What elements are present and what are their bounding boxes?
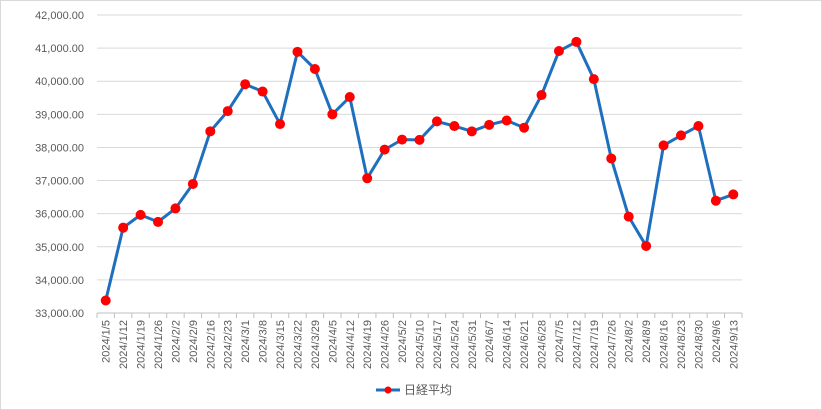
data-point xyxy=(275,119,286,130)
y-tick-label: 38,000.00 xyxy=(35,142,84,154)
x-tick-label: 2024/8/30 xyxy=(693,320,705,369)
y-tick-label: 36,000.00 xyxy=(35,209,84,221)
x-tick-label: 2024/5/2 xyxy=(397,320,409,363)
x-tick-label: 2024/5/24 xyxy=(449,320,461,369)
data-point xyxy=(205,126,216,137)
gridlines xyxy=(97,14,742,314)
legend-label: 日経平均 xyxy=(404,383,452,397)
data-point xyxy=(553,46,564,57)
data-point xyxy=(257,86,268,97)
data-point xyxy=(431,116,442,127)
legend: 日経平均 xyxy=(376,383,452,397)
data-point xyxy=(292,46,303,57)
data-point xyxy=(449,121,460,132)
data-point xyxy=(397,134,408,145)
x-tick-label: 2024/7/19 xyxy=(589,320,601,369)
data-point xyxy=(362,173,373,184)
data-point xyxy=(187,178,198,189)
x-tick-label: 2024/7/5 xyxy=(554,320,566,363)
data-point xyxy=(484,119,495,130)
series-nikkei xyxy=(100,36,739,306)
data-point xyxy=(466,126,477,137)
x-tick-label: 2024/2/2 xyxy=(170,320,182,363)
data-point xyxy=(414,134,425,145)
x-tick-label: 2024/3/15 xyxy=(275,320,287,369)
x-tick-label: 2024/8/23 xyxy=(676,320,688,369)
data-point xyxy=(728,189,739,200)
legend-marker-swatch xyxy=(384,386,392,394)
data-point xyxy=(606,153,617,164)
x-tick-label: 2024/3/29 xyxy=(310,320,322,369)
x-tick-label: 2024/3/8 xyxy=(258,320,270,363)
data-point xyxy=(641,240,652,251)
x-tick-label: 2024/1/12 xyxy=(118,320,130,369)
y-tick-label: 37,000.00 xyxy=(35,176,84,188)
x-tick-label: 2024/9/6 xyxy=(711,320,723,363)
data-point xyxy=(327,109,338,120)
x-tick-label: 2024/7/26 xyxy=(606,320,618,369)
x-tick-label: 2024/6/28 xyxy=(537,320,549,369)
y-tick-label: 35,000.00 xyxy=(35,242,84,254)
data-point xyxy=(170,203,181,214)
x-tick-label: 2024/4/12 xyxy=(345,320,357,369)
data-point xyxy=(118,222,129,233)
x-tick-label: 2024/5/10 xyxy=(415,320,427,369)
y-tick-label: 39,000.00 xyxy=(35,109,84,121)
y-tick-label: 33,000.00 xyxy=(35,308,84,320)
x-tick-label: 2024/8/16 xyxy=(659,320,671,369)
y-tick-label: 34,000.00 xyxy=(35,275,84,287)
x-tick-label: 2024/6/21 xyxy=(519,320,531,369)
data-point xyxy=(240,79,251,90)
x-tick-label: 2024/1/19 xyxy=(136,320,148,369)
x-axis xyxy=(96,312,743,318)
x-axis-tick-labels: 2024/1/5 2024/1/12 2024/1/19 2024/1/26 2024/… xyxy=(101,320,741,369)
x-tick-label: 2024/9/13 xyxy=(728,320,740,369)
data-point xyxy=(153,216,164,227)
x-tick-label: 2024/4/26 xyxy=(380,320,392,369)
x-tick-label: 2024/5/17 xyxy=(432,320,444,369)
data-point xyxy=(501,115,512,126)
x-tick-label: 2024/7/12 xyxy=(571,320,583,369)
data-point xyxy=(693,121,704,132)
x-tick-label: 2024/4/19 xyxy=(362,320,374,369)
data-point xyxy=(588,74,599,85)
x-tick-label: 2024/2/23 xyxy=(223,320,235,369)
data-point xyxy=(100,295,111,306)
data-point xyxy=(675,130,686,141)
data-point xyxy=(658,140,669,151)
y-tick-label: 41,000.00 xyxy=(35,43,84,55)
data-point xyxy=(379,144,390,155)
x-tick-label: 2024/5/31 xyxy=(467,320,479,369)
y-tick-label: 42,000.00 xyxy=(35,10,84,22)
x-tick-label: 2024/2/9 xyxy=(188,320,200,363)
data-point xyxy=(519,122,530,133)
data-point xyxy=(344,92,355,103)
data-point xyxy=(222,106,233,117)
x-tick-label: 2024/4/5 xyxy=(327,320,339,363)
x-tick-label: 2024/2/16 xyxy=(205,320,217,369)
data-point xyxy=(571,36,582,47)
x-tick-label: 2024/3/1 xyxy=(240,320,252,363)
x-tick-label: 2024/6/7 xyxy=(484,320,496,363)
x-tick-label: 2024/6/14 xyxy=(502,320,514,369)
x-tick-label: 2024/8/2 xyxy=(624,320,636,363)
data-point xyxy=(623,211,634,222)
x-tick-label: 2024/1/5 xyxy=(101,320,113,363)
y-axis-tick-labels: 33,000.00 34,000.00 35,000.00 36,000.00 37,0… xyxy=(35,10,84,320)
x-tick-label: 2024/3/22 xyxy=(292,320,304,369)
data-point xyxy=(135,209,146,220)
series-line xyxy=(104,40,734,301)
x-tick-label: 2024/8/9 xyxy=(641,320,653,363)
x-tick-label: 2024/1/26 xyxy=(153,320,165,369)
data-point xyxy=(309,64,320,75)
data-point xyxy=(536,90,547,101)
y-tick-label: 40,000.00 xyxy=(35,76,84,88)
data-point xyxy=(710,195,721,206)
